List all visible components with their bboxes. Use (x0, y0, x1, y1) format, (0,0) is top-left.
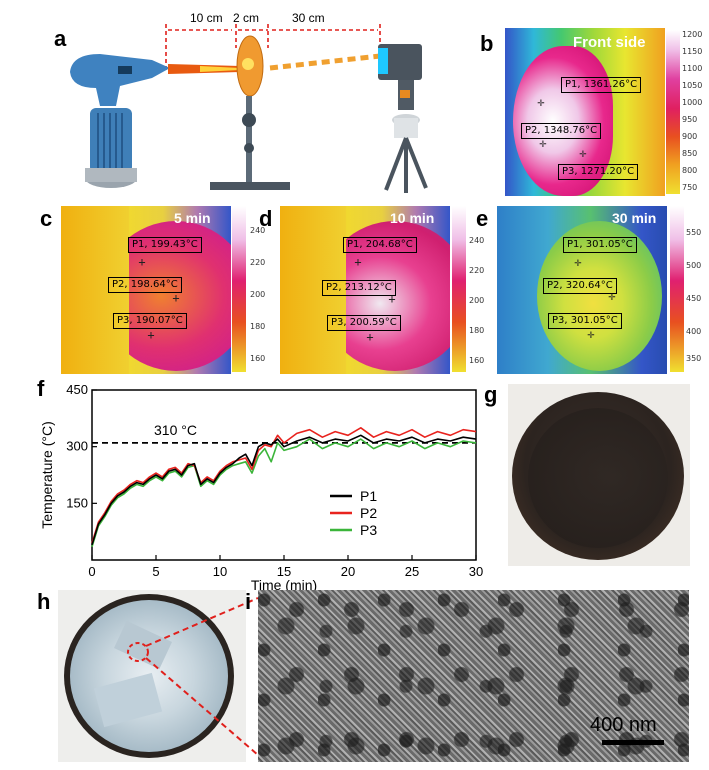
probe-marker-p3: ✛ (587, 327, 595, 341)
probe-marker-p1: ✛ (537, 95, 545, 109)
probe-label-p2: P2, 320.64°C (543, 278, 617, 294)
temperature-chart: 0 5 10 15 20 25 30 150 300 450 Time (min) Temperatu… (39, 384, 483, 590)
probe-marker-p1: + (138, 255, 146, 269)
reference-label: 310 °C (154, 422, 197, 438)
sample-stand-icon (210, 35, 290, 190)
colorbar-5min (232, 206, 246, 372)
x-axis-label: Time (min) (251, 577, 317, 590)
y-tick-label: 150 (66, 495, 88, 510)
probe-label-p2: P2, 1348.76°C (521, 123, 602, 139)
experimental-setup-illustration (70, 24, 428, 193)
probe-marker-p1: ✛ (574, 255, 582, 269)
plot-frame (91, 389, 477, 561)
x-tick-label: 10 (213, 564, 227, 579)
probe-label-p3: P3, 301.05°C (548, 313, 622, 329)
thermal-image-10min (280, 206, 450, 374)
thermal-image-30min (497, 206, 667, 374)
thermal-camera-icon (378, 44, 428, 193)
x-tick-label: 25 (405, 564, 419, 579)
colorbar-10min (452, 206, 466, 372)
probe-marker-p2: ✛ (539, 136, 547, 150)
panel-label-a: a (54, 26, 67, 51)
thermal-title-10min: 10 min (390, 210, 435, 226)
sem-scale-bar (602, 740, 664, 745)
legend-label-p2: P2 (360, 505, 377, 521)
sample-photo-after (508, 384, 690, 566)
distance-label-1: 10 cm (190, 11, 223, 25)
probe-marker-p3: + (147, 328, 155, 342)
x-tick-label: 0 (88, 564, 95, 579)
x-tick-label: 5 (152, 564, 159, 579)
heat-gun-icon (70, 54, 240, 188)
x-tick-label: 20 (341, 564, 355, 579)
series-line-p3 (91, 438, 477, 548)
legend-label-p1: P1 (360, 488, 377, 504)
probe-label-p1: P1, 301.05°C (563, 237, 637, 253)
probe-label-p1: P1, 1361.26°C (561, 77, 642, 93)
probe-label-p3: P3, 1271.20°C (558, 164, 639, 180)
probe-marker-p1: + (354, 255, 362, 269)
x-tick-label: 30 (469, 564, 483, 579)
panel-label-e: e (476, 206, 489, 231)
colorbar-30min (670, 206, 684, 372)
legend-label-p3: P3 (360, 522, 377, 538)
series-line-p1 (91, 434, 477, 546)
y-tick-label: 300 (66, 439, 88, 454)
probe-marker-p2: + (388, 292, 396, 306)
panel-label-d: d (259, 206, 273, 231)
dimension-lines (165, 24, 381, 70)
probe-marker-p3: + (366, 330, 374, 344)
colorbar-ticks-30min: 550 500 450 400 350 (686, 228, 702, 363)
thermal-title-30min: 30 min (612, 210, 657, 226)
probe-label-p2: P2, 198.64°C (108, 277, 182, 293)
probe-marker-p2: ✛ (608, 289, 616, 303)
sem-scale-label: 400 nm (590, 714, 657, 736)
probe-marker-p3: ✛ (579, 146, 587, 160)
panel-label-i: i (245, 589, 252, 614)
thermal-title-front: Front side (573, 34, 646, 51)
colorbar-ticks-10min: 240 220 200 180 160 (469, 236, 485, 365)
panel-label-h: h (37, 589, 51, 614)
thermal-title-5min: 5 min (174, 210, 211, 226)
y-axis-label: Temperature (°C) (39, 421, 55, 529)
colorbar-ticks-front: 1200 1150 1100 1050 1000 950 900 850 800… (682, 30, 703, 192)
distance-label-2: 2 cm (233, 11, 260, 25)
panel-label-b: b (480, 31, 494, 56)
panel-label-f: f (37, 376, 45, 401)
probe-label-p3: P3, 190.07°C (113, 313, 187, 329)
probe-label-p1: P1, 204.68°C (343, 237, 417, 253)
probe-label-p3: P3, 200.59°C (327, 315, 401, 331)
probe-label-p1: P1, 199.43°C (128, 237, 202, 253)
panel-label-c: c (40, 206, 53, 231)
panel-label-g: g (484, 382, 498, 407)
sample-photo-white (58, 590, 246, 762)
distance-label-3: 30 cm (292, 11, 325, 25)
x-tick-label: 15 (277, 564, 291, 579)
colorbar-ticks-5min: 240 220 200 180 160 (250, 226, 266, 363)
thermal-image-front (505, 28, 665, 196)
probe-marker-p2: + (172, 291, 180, 305)
probe-label-p2: P2, 213.12°C (322, 280, 396, 296)
colorbar-front (666, 30, 680, 194)
y-tick-label: 450 (66, 384, 88, 397)
thermal-image-5min (61, 206, 231, 374)
zoom-indicator-lines (127, 597, 259, 756)
sem-image (258, 590, 689, 762)
